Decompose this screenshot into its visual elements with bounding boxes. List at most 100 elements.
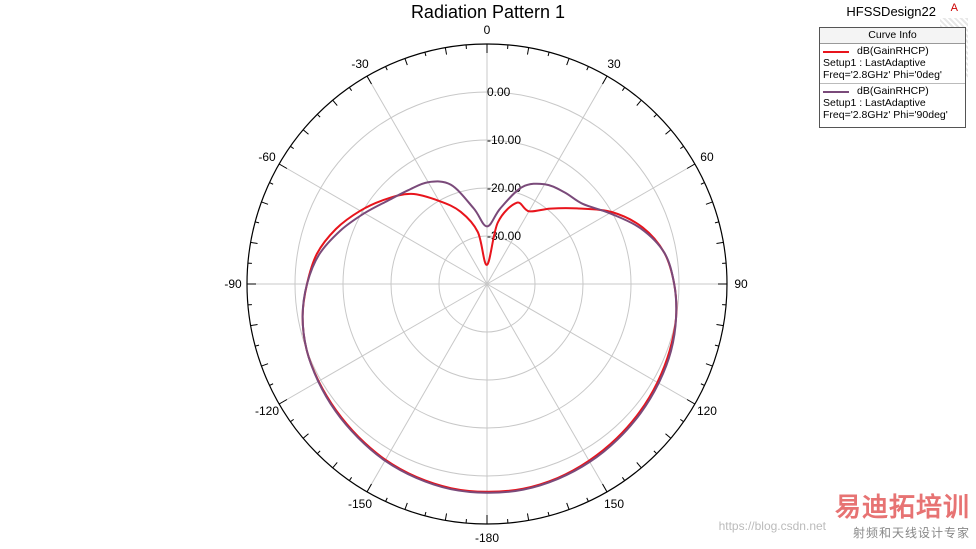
curve-info-legend[interactable]: Curve Info dB(GainRHCP) Setup1 : LastAda… <box>819 27 966 128</box>
legend-name: dB(GainRHCP) <box>857 45 929 58</box>
angle-tick-mark <box>665 433 672 439</box>
series-phi90-curve <box>301 180 678 494</box>
angle-tick-mark <box>261 363 269 367</box>
angle-tick-mark <box>278 163 288 169</box>
angle-tick-mark <box>269 383 274 386</box>
radial-tick-label: -20.00 <box>487 181 521 195</box>
angle-tick-mark <box>653 450 658 455</box>
angle-tick-mark <box>255 221 260 224</box>
angle-tick-mark <box>566 58 570 66</box>
angle-tick-label: -30 <box>351 57 369 71</box>
angle-tick-mark <box>385 497 388 502</box>
angle-tick-mark <box>404 502 408 510</box>
design-name: HFSSDesign22 <box>846 4 936 19</box>
angle-tick-mark <box>404 58 408 66</box>
angle-tick-label: 120 <box>697 404 717 418</box>
angle-tick-mark <box>653 113 658 118</box>
grid-spoke <box>486 163 696 285</box>
watermark-url: https://blog.csdn.net <box>718 519 826 533</box>
watermark-slogan: 射频和天线设计专家 <box>852 526 970 540</box>
angle-tick-mark <box>332 99 338 106</box>
angle-tick-mark <box>586 66 589 71</box>
angle-tick-mark <box>686 399 696 405</box>
grid-spoke <box>486 283 696 405</box>
angle-tick-label: -180 <box>475 531 499 545</box>
angle-tick-mark <box>602 75 608 85</box>
angle-tick-mark <box>621 87 626 91</box>
angle-tick-mark <box>366 483 372 493</box>
angle-tick-label: 0 <box>484 23 491 37</box>
angle-tick-mark <box>547 511 550 516</box>
legend-header: Curve Info <box>820 28 965 44</box>
angle-tick-mark <box>424 511 427 516</box>
radial-tick-label: -10.00 <box>487 133 521 147</box>
legend-entry-phi90[interactable]: dB(GainRHCP) Setup1 : LastAdaptive Freq=… <box>820 84 965 124</box>
angle-tick-mark <box>348 477 353 481</box>
angle-tick-mark <box>278 399 288 405</box>
angle-tick-mark <box>636 462 642 469</box>
angle-tick-mark <box>665 129 672 135</box>
angle-tick-mark <box>366 75 372 85</box>
angle-tick-label: 30 <box>607 57 621 71</box>
legend-entry-phi0[interactable]: dB(GainRHCP) Setup1 : LastAdaptive Freq=… <box>820 44 965 84</box>
angle-tick-mark <box>686 163 696 169</box>
legend-swatch-phi0 <box>823 51 849 53</box>
angle-tick-mark <box>444 47 448 55</box>
angle-tick-mark <box>636 99 642 106</box>
angle-tick-mark <box>250 241 258 245</box>
angle-tick-label: -60 <box>258 150 276 164</box>
angle-tick-mark <box>261 201 269 205</box>
angle-tick-mark <box>290 418 294 423</box>
angle-tick-mark <box>302 433 309 439</box>
radial-tick-label: 0.00 <box>487 85 511 99</box>
legend-freq: Freq='2.8GHz' Phi='0deg' <box>823 68 942 81</box>
angle-tick-mark <box>332 462 338 469</box>
angle-tick-mark <box>250 323 258 327</box>
angle-tick-mark <box>290 145 294 150</box>
angle-tick-mark <box>269 182 274 185</box>
angle-tick-mark <box>547 52 550 57</box>
angle-tick-mark <box>586 497 589 502</box>
legend-freq: Freq='2.8GHz' Phi='90deg' <box>823 108 948 121</box>
angle-tick-mark <box>602 483 608 493</box>
grid-spoke <box>366 283 488 493</box>
angle-tick-label: -150 <box>348 497 372 511</box>
chart-title: Radiation Pattern 1 <box>410 2 566 22</box>
angle-tick-mark <box>716 241 724 245</box>
angle-tick-mark <box>348 87 353 91</box>
angle-tick-mark <box>705 363 713 367</box>
angle-tick-label: -90 <box>224 277 242 291</box>
angle-tick-mark <box>302 129 309 135</box>
legend-setup: Setup1 : LastAdaptive <box>823 97 926 109</box>
angle-tick-mark <box>526 513 530 521</box>
angle-tick-mark <box>680 418 684 423</box>
grid-spoke <box>278 283 488 405</box>
legend-setup: Setup1 : LastAdaptive <box>823 57 926 69</box>
angle-tick-mark <box>705 201 713 205</box>
angle-tick-mark <box>716 323 724 327</box>
angle-tick-label: 90 <box>734 277 748 291</box>
angle-tick-mark <box>316 450 321 455</box>
watermark-brand: 易迪拓培训 <box>834 492 970 522</box>
angle-tick-mark <box>255 344 260 347</box>
grid-spoke <box>278 163 488 285</box>
legend-swatch-phi90 <box>823 91 849 93</box>
angle-tick-label: 60 <box>700 150 714 164</box>
angle-tick-mark <box>700 182 705 185</box>
angle-tick-mark <box>316 113 321 118</box>
angle-tick-mark <box>700 383 705 386</box>
watermark: 易迪拓培训 射频和天线设计专家 <box>835 487 970 541</box>
angle-tick-mark <box>714 221 719 224</box>
ansoft-logo-icon: A <box>950 2 958 14</box>
angle-tick-mark <box>444 513 448 521</box>
angle-tick-label: 150 <box>604 497 624 511</box>
angle-tick-mark <box>424 52 427 57</box>
angle-tick-label: -120 <box>255 404 279 418</box>
grid-spoke <box>486 75 608 285</box>
angle-tick-mark <box>621 477 626 481</box>
angle-tick-mark <box>714 344 719 347</box>
angle-tick-mark <box>566 502 570 510</box>
grid-spoke <box>366 75 488 285</box>
angle-tick-mark <box>526 47 530 55</box>
